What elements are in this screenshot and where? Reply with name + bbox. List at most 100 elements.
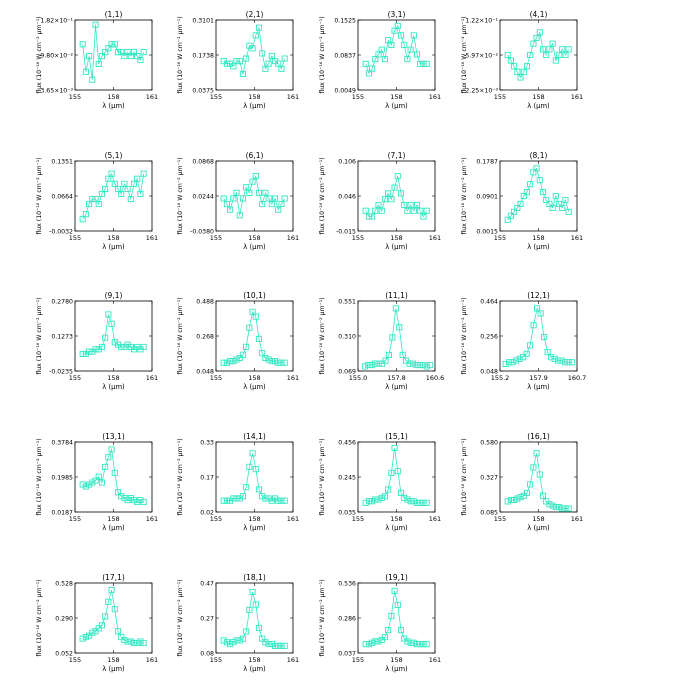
panel-title: (11,1) [385,291,408,300]
x-tick-label: 160.7 [568,374,587,382]
data-point [275,642,282,649]
y-tick-label: 0.069 [338,369,356,376]
data-point [365,361,372,369]
data-point [530,169,537,176]
data-point [527,481,534,488]
data-point [375,201,382,209]
data-point [79,216,86,223]
data-point [236,212,243,219]
data-point [413,499,421,506]
data-point [230,195,237,202]
data-point [243,628,250,635]
data-point [223,201,230,208]
x-tick-label: 158 [107,234,119,242]
x-tick-label: 155 [69,656,81,664]
data-point [536,177,543,184]
x-tick-label: 157.8 [387,374,406,382]
data-point [523,350,530,357]
y-tick-label: 0.551 [338,299,356,306]
data-point [108,446,115,453]
data-point [391,587,398,594]
data-point [388,613,395,620]
y-tick-label: 0.0901 [476,194,498,201]
data-point [255,24,263,31]
data-point [381,493,389,500]
data-point [555,504,563,511]
panel-title: (9,1) [105,291,123,300]
data-point [252,313,259,320]
series-line [223,453,285,502]
data-point [551,355,558,362]
data-point [410,639,417,646]
data-point [140,170,147,177]
data-point [537,310,544,317]
data-point [361,363,368,370]
data-point [246,324,253,331]
data-point [220,359,227,366]
data-point [92,21,99,28]
data-point [118,49,125,56]
data-point [502,360,509,367]
plot-frame [215,19,294,91]
y-tick-label: 0.245 [338,475,356,482]
y-tick-label: 0.085 [480,510,498,517]
x-tick-label: 161 [571,515,583,523]
data-point [275,206,282,213]
data-point [108,587,115,594]
x-tick-label: 157.9 [529,374,548,382]
data-point [124,497,131,504]
data-point [530,464,537,471]
plot-frame [499,160,578,232]
y-tick-label: 0.488 [196,299,214,306]
data-point [372,496,379,503]
x-tick-label: 155 [494,515,506,523]
data-point [406,360,413,367]
y-tick-label: 0.106 [338,159,356,166]
y-tick-label: 0.0375 [192,88,214,95]
data-point [92,477,99,484]
data-point [108,320,115,327]
data-point [98,190,105,198]
x-tick-label: 158 [532,93,544,101]
data-point [102,185,109,192]
data-point [230,358,237,365]
y-tick-label: 0.456 [338,440,356,447]
data-point [372,360,379,367]
data-point [536,29,543,36]
data-point [559,505,566,512]
series-line [82,24,145,80]
data-point [539,46,547,53]
series-line [365,447,427,504]
data-point [127,53,134,60]
series-line [507,167,570,220]
data-point [79,481,86,488]
data-point [79,350,86,357]
panel-7: (7,1) 155 158 161 -0.015 0.046 0.106 λ (μm) flux… [319,151,441,251]
data-point [549,502,556,509]
data-point [397,190,405,197]
data-point [140,498,147,506]
y-tick-label: 0.0837 [334,53,356,60]
panel-title: (19,1) [385,573,408,582]
x-tick-label: 155 [210,656,222,664]
data-point [527,51,534,58]
data-point [562,359,569,366]
data-point [265,356,272,363]
data-point [378,207,385,214]
x-tick-label: 161 [146,234,158,242]
data-point [394,468,401,475]
panel-16: (16,1) 155 158 161 0.085 0.327 0.580 λ (μm) flux… [461,432,583,532]
panel-title: (8,1) [530,151,548,160]
x-tick-label: 155 [494,234,506,242]
panel-8: (8,1) 155 158 161 0.0015 0.0901 0.1787 λ (μm) fl… [461,151,583,251]
data-point [541,333,548,341]
data-point [121,180,128,187]
data-point [381,196,389,203]
panel-title: (4,1) [530,10,548,19]
data-point [262,354,269,362]
data-point [423,60,430,67]
data-point [362,499,369,506]
x-tick-label: 158 [532,234,544,242]
data-point [534,305,541,312]
data-point [413,641,421,648]
